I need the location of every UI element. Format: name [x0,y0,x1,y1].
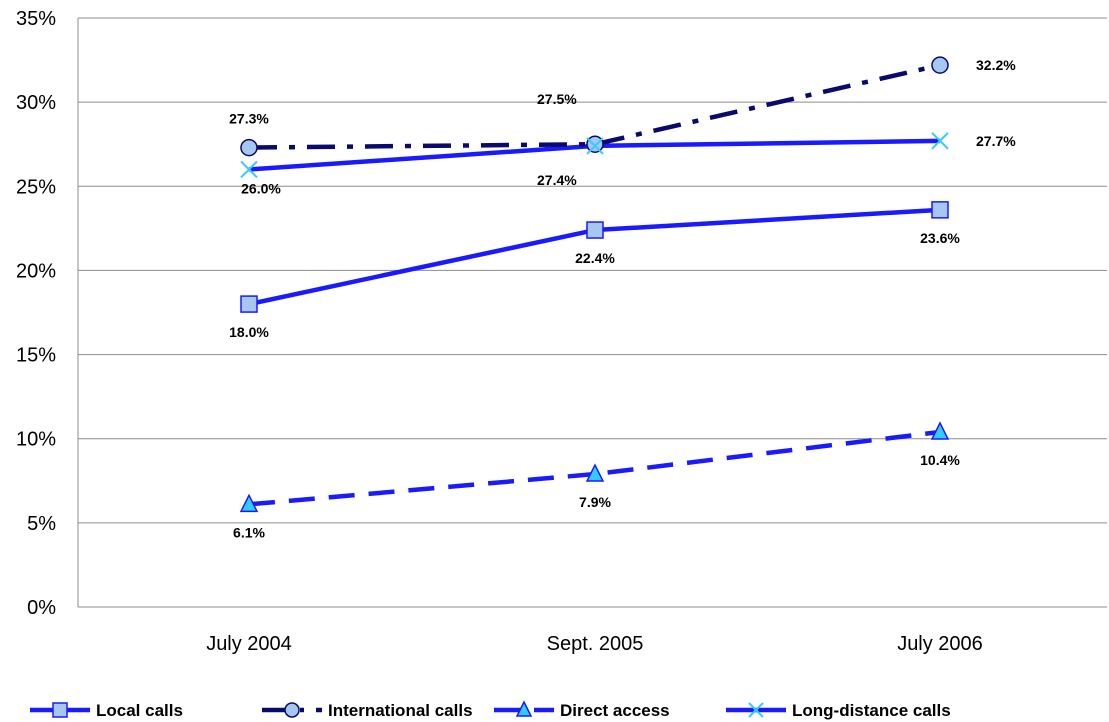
data-point-long-distance-calls [931,132,949,150]
data-point-long-distance-calls [586,137,604,155]
data-point-long-distance-calls [240,160,258,179]
data-point-international-calls [931,56,949,74]
axes [77,18,1107,608]
gridlines [78,17,1107,524]
legend-label: Local calls [96,701,183,720]
data-label-international-calls: 27.3% [229,111,269,127]
data-point-direct-access [930,421,950,440]
x-marker-stroke [586,137,604,155]
data-point-local-calls [586,221,604,239]
legend-item-local-calls: Local calls [30,701,183,720]
data-point-international-calls [240,138,258,157]
data-label-local-calls: 22.4% [575,250,615,266]
y-tick-labels: 0% 5% 10% 15% 20% 25% 30% 35% [16,8,56,619]
legend-label: Long-distance calls [792,701,951,720]
legend-item-direct-access: Direct access [494,700,670,720]
legend-marker [52,702,68,718]
data-point-local-calls [240,295,258,313]
data-point-direct-access [239,493,259,513]
data-label-direct-access: 6.1% [233,524,265,540]
data-labels: 18.0% 22.4% 23.6% 27.3% 27.5% 32.2% 6.1% 7.9% 10… [229,57,1016,540]
x-tick-label: July 2004 [206,633,292,655]
legend: Local calls International calls Direct acc… [30,700,951,720]
series-line-international-calls [248,62,941,150]
data-label-long-distance-calls: 26.0% [241,180,281,196]
data-label-long-distance-calls: 27.4% [537,172,577,188]
legend-marker [515,700,533,717]
x-marker-stroke [931,132,949,150]
y-tick-label: 15% [16,345,56,367]
y-tick-label: 35% [16,8,56,30]
data-point-direct-access [585,463,605,482]
data-label-international-calls: 27.5% [537,91,577,107]
data-label-direct-access: 7.9% [579,494,611,510]
legend-item-international-calls: International calls [262,701,473,720]
data-label-long-distance-calls: 27.7% [976,133,1016,149]
legend-marker [748,702,764,718]
legend-marker [284,702,300,718]
y-tick-label: 5% [27,513,56,535]
x-tick-labels: July 2004 Sept. 2005 July 2006 [206,633,983,655]
legend-item-long-distance-calls: Long-distance calls [726,701,951,720]
y-tick-label: 30% [16,92,56,114]
x-tick-label: July 2006 [897,633,983,655]
data-label-local-calls: 18.0% [229,324,269,340]
y-tick-label: 0% [27,597,56,619]
data-point-international-calls [586,135,604,153]
legend-label: International calls [328,701,473,720]
data-point-local-calls [931,201,949,219]
legend-label: Direct access [560,701,670,720]
y-tick-label: 10% [16,429,56,451]
data-label-international-calls: 32.2% [976,57,1016,73]
x-marker-stroke [240,160,258,179]
data-label-direct-access: 10.4% [920,452,960,468]
data-label-local-calls: 23.6% [920,230,960,246]
y-tick-label: 25% [16,176,56,198]
series-line-direct-access [248,429,941,507]
x-tick-label: Sept. 2005 [547,633,644,655]
series-markers [239,56,950,513]
x-marker-stroke [748,702,764,718]
y-tick-label: 20% [16,260,56,282]
